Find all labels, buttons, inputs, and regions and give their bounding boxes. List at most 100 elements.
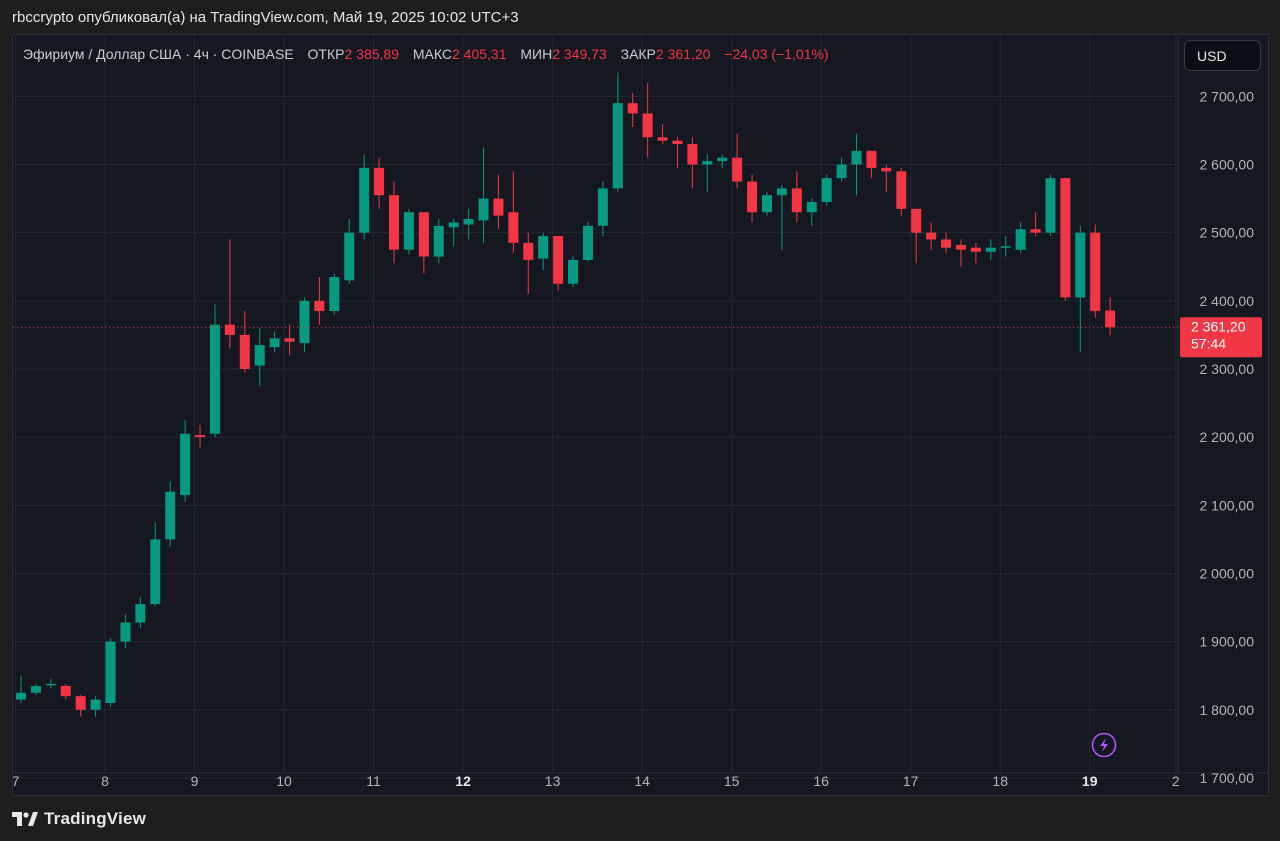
- price-tick-label: 2 200,00: [1200, 429, 1255, 445]
- candle: [478, 147, 489, 243]
- candle-body: [269, 338, 280, 348]
- candle-body: [985, 247, 996, 252]
- candle-body: [955, 244, 966, 250]
- price-tick-label: 1 900,00: [1200, 634, 1255, 650]
- price-change: −24,03 (−1,01%): [724, 46, 829, 62]
- candle-body: [1045, 178, 1056, 233]
- candle: [269, 331, 280, 352]
- candle: [523, 232, 534, 295]
- tradingview-footer[interactable]: TradingView: [12, 808, 146, 830]
- candle: [508, 171, 519, 254]
- candle: [955, 239, 966, 267]
- candle: [30, 683, 41, 695]
- candle-body: [776, 188, 787, 196]
- candle: [433, 219, 444, 264]
- candle-body: [821, 178, 832, 202]
- candle-body: [344, 232, 355, 281]
- candle-body: [284, 338, 295, 342]
- time-tick-label: 15: [724, 773, 740, 789]
- candle-body: [314, 300, 325, 312]
- candle: [702, 154, 713, 192]
- candle-countdown: 57:44: [1191, 335, 1226, 351]
- candle-body: [493, 198, 504, 216]
- candle-body: [1075, 232, 1086, 298]
- candle-body: [254, 345, 265, 366]
- candle: [597, 181, 608, 237]
- candle-body: [433, 225, 444, 257]
- candlestick-chart[interactable]: 1 700,00 1 800,00 1 900,00 2 000,00 2 100,00…: [13, 35, 1268, 795]
- current-price-tag: 2 361,20 57:44: [1180, 317, 1262, 358]
- candle-body: [224, 324, 235, 335]
- candle-body: [135, 604, 146, 623]
- candle: [344, 219, 355, 284]
- time-tick-label: 14: [634, 773, 650, 789]
- candle: [911, 208, 922, 264]
- high-label: МАКС: [412, 46, 452, 62]
- candle-body: [30, 685, 41, 693]
- time-tick-label: 10: [276, 773, 292, 789]
- symbol-name: Эфириум / Доллар США · 4ч · COINBASE: [23, 46, 294, 62]
- candle: [135, 597, 146, 629]
- candle: [150, 522, 161, 607]
- lightning-icon[interactable]: [1091, 732, 1117, 758]
- candle-body: [582, 225, 593, 260]
- candle-body: [448, 222, 459, 228]
- candle-body: [926, 232, 937, 240]
- time-tick-label: 7: [13, 773, 20, 789]
- candle: [418, 212, 429, 274]
- candle-body: [105, 641, 116, 703]
- candle-body: [389, 195, 399, 250]
- candle: [105, 638, 116, 707]
- candle: [389, 181, 399, 264]
- candle: [627, 92, 638, 128]
- candle-body: [299, 300, 310, 344]
- candle: [329, 273, 340, 315]
- candle: [120, 614, 131, 649]
- candle-body: [597, 188, 608, 226]
- candle: [374, 157, 385, 209]
- candle: [1075, 225, 1086, 352]
- candle-body: [732, 157, 743, 182]
- candle: [791, 171, 802, 223]
- candle-body: [463, 219, 474, 225]
- candle: [1105, 297, 1116, 336]
- time-tick-label: 9: [191, 773, 199, 789]
- tradingview-logo-icon: [12, 812, 38, 826]
- candle: [180, 420, 191, 502]
- time-tick-label: 16: [813, 773, 829, 789]
- chart-frame[interactable]: 1 700,00 1 800,00 1 900,00 2 000,00 2 100,00…: [12, 34, 1269, 796]
- price-tick-label: 2 500,00: [1200, 225, 1255, 241]
- candle: [821, 174, 832, 206]
- candle: [582, 222, 593, 262]
- candle-body: [941, 239, 952, 248]
- price-tick-label: 2 300,00: [1200, 361, 1255, 377]
- candle: [284, 324, 295, 356]
- candle: [866, 150, 877, 179]
- candle: [195, 424, 206, 448]
- candle: [538, 232, 549, 271]
- candle-body: [329, 276, 340, 312]
- candle-body: [612, 103, 623, 189]
- candle-body: [1105, 310, 1116, 328]
- candle-body: [911, 208, 922, 233]
- candle: [209, 304, 220, 438]
- candle: [239, 311, 250, 373]
- candle: [657, 123, 668, 145]
- currency-button[interactable]: USD: [1184, 40, 1261, 71]
- candle-body: [642, 113, 653, 138]
- candle-body: [568, 259, 579, 284]
- candle: [165, 481, 176, 547]
- candle: [776, 184, 787, 250]
- candle-body: [523, 242, 534, 260]
- candle: [1060, 178, 1071, 301]
- time-tick-label: 13: [545, 773, 561, 789]
- price-tick-label: 1 800,00: [1200, 702, 1255, 718]
- candle-body: [90, 699, 101, 710]
- footer-brand: TradingView: [44, 809, 147, 828]
- candle-body: [403, 212, 414, 250]
- publisher-line: rbccrypto опубликовал(а) на TradingView.…: [12, 9, 519, 26]
- candle: [60, 683, 71, 700]
- candle: [985, 239, 996, 260]
- candle-body: [1030, 229, 1041, 233]
- price-tick-label: 2 100,00: [1200, 497, 1255, 513]
